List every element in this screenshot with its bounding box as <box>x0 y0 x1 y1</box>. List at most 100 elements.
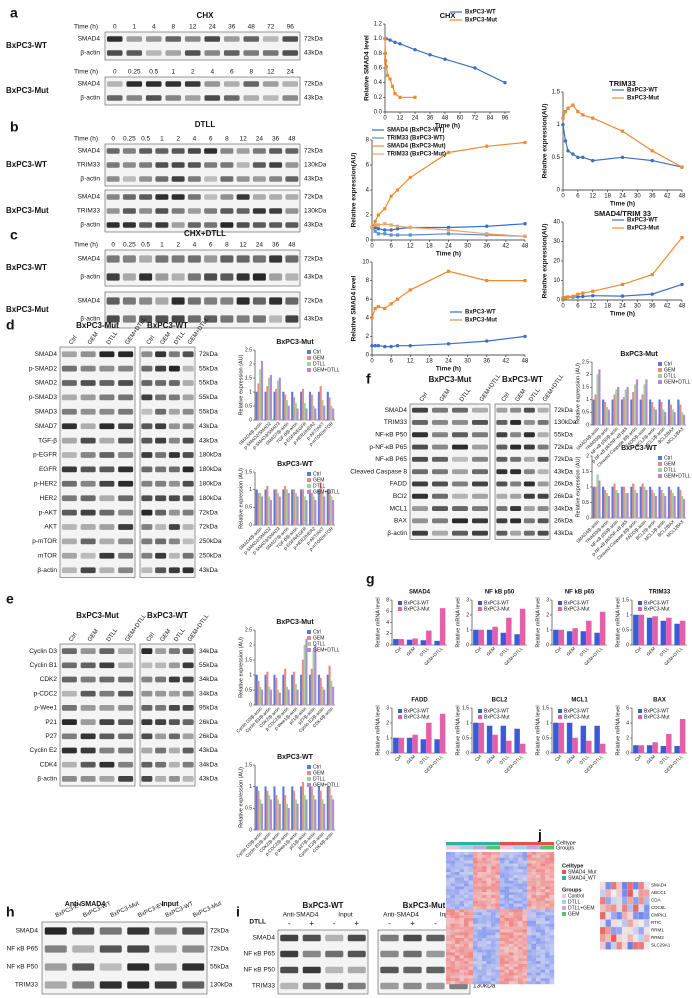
heatmap-cell <box>504 961 510 965</box>
bar <box>314 644 317 706</box>
heatmap-cell <box>518 946 523 950</box>
heatmap-cell <box>531 863 537 867</box>
y-axis-label: Relative expression (AU) <box>238 468 244 529</box>
heatmap-cell <box>446 854 451 858</box>
bar <box>635 492 639 519</box>
y-tick-label: 0.5 <box>245 505 252 511</box>
cell-label: BxPC3-Mut <box>6 206 49 215</box>
heatmap-cell <box>450 906 456 910</box>
band <box>452 493 468 499</box>
heatmap-cell <box>477 963 483 967</box>
heatmap-cell <box>468 900 474 904</box>
heatmap-cell <box>536 857 541 861</box>
bar <box>673 412 676 426</box>
bar <box>321 400 324 421</box>
column-label: DTLL <box>459 387 473 403</box>
y-tick-label: 0.6 <box>374 66 383 72</box>
heatmap-cell <box>477 966 483 970</box>
heatmap-cell <box>495 874 501 879</box>
heatmap-cell <box>459 915 465 919</box>
band <box>236 208 250 214</box>
band <box>99 776 115 782</box>
heatmap-cell <box>459 900 465 904</box>
annotation-cell <box>477 846 482 850</box>
heatmap-cell <box>545 975 550 979</box>
legend-swatch <box>307 368 311 372</box>
heatmap-cell <box>509 877 514 881</box>
bar <box>301 388 304 421</box>
bar <box>633 614 639 646</box>
data-point <box>384 64 388 69</box>
heatmap-cell <box>504 966 510 970</box>
bar <box>649 399 652 426</box>
heatmap-cell <box>527 940 532 945</box>
heatmap-cell <box>518 963 523 967</box>
heatmap-cell <box>477 903 483 907</box>
legend-swatch <box>558 607 562 611</box>
band <box>141 776 153 782</box>
heatmap-cell <box>486 863 492 867</box>
band <box>141 365 153 372</box>
x-tick-label: 36 <box>483 244 490 250</box>
band <box>220 162 234 168</box>
annotation-cell <box>509 846 514 850</box>
heatmap-cell <box>482 883 487 887</box>
heatmap-cell <box>459 981 465 985</box>
data-point <box>408 225 412 230</box>
bar <box>284 795 287 831</box>
band <box>80 423 96 430</box>
heatmap-cell <box>536 946 541 950</box>
bar <box>652 616 658 646</box>
heatmap-cell <box>495 963 501 967</box>
heatmap-cell <box>522 903 528 907</box>
y-tick-label: 4 <box>386 620 389 626</box>
band <box>139 255 153 263</box>
bar <box>602 486 605 519</box>
y-tick-label: 1 <box>546 720 549 726</box>
heatmap-cell <box>509 874 514 879</box>
heatmap-cell <box>513 892 519 896</box>
heatmap-cell <box>455 938 460 942</box>
bar <box>323 405 326 421</box>
band <box>537 481 549 487</box>
legend-label: GEM <box>313 770 324 776</box>
heatmap-cell <box>486 906 492 910</box>
heatmap-cell <box>518 852 523 856</box>
heatmap-cell <box>527 889 532 893</box>
heatmap-cell <box>527 857 532 861</box>
annotation-cell <box>549 842 554 846</box>
heatmap-cell <box>459 883 465 887</box>
band <box>80 394 96 401</box>
band <box>141 351 153 358</box>
kda-label: 72kDa <box>210 928 229 935</box>
heatmap-cell <box>522 940 528 945</box>
heatmap-cell <box>504 923 510 927</box>
heatmap-cell <box>464 874 469 879</box>
legend-swatch <box>398 715 402 719</box>
y-axis-label: Relative mRNA level <box>535 597 541 647</box>
row-label: P21 <box>45 719 57 726</box>
band <box>537 419 549 425</box>
x-tick-label: 0 <box>561 194 565 200</box>
heatmap-cell <box>500 897 505 901</box>
heatmap-cell <box>599 941 606 950</box>
band <box>155 394 167 401</box>
heatmap-cell <box>518 886 523 890</box>
heatmap-cell <box>527 958 532 962</box>
heatmap-cell <box>545 903 550 907</box>
bar <box>296 408 299 421</box>
heatmap-cell <box>500 946 505 950</box>
y-tick-label: 0.8 <box>374 51 383 57</box>
kda-label: 72kDa <box>199 509 218 516</box>
x-axis-label: Time (h) <box>436 366 461 373</box>
column-label: Ctrl <box>146 335 156 346</box>
heatmap-cell <box>450 854 456 858</box>
heatmap-cell <box>627 919 634 928</box>
annotation-cell <box>527 842 532 846</box>
heatmap-cell <box>504 912 510 916</box>
heatmap-cell <box>486 961 492 965</box>
heatmap-cell <box>486 857 492 861</box>
kda-label: 55kDa <box>199 380 218 387</box>
heatmap-cell <box>446 923 451 927</box>
data-point <box>446 342 451 346</box>
